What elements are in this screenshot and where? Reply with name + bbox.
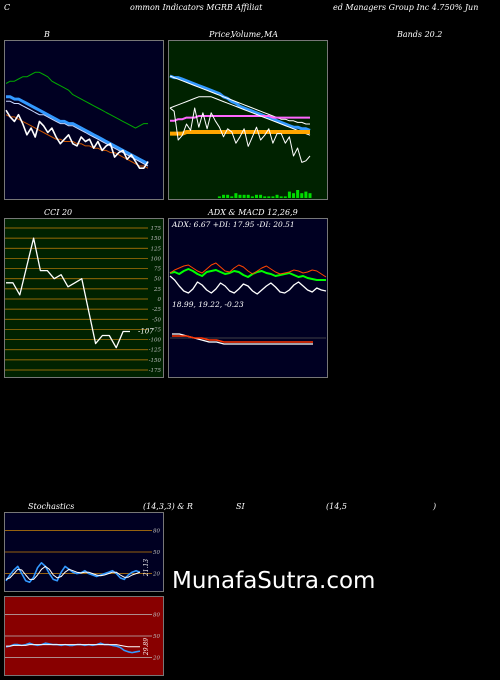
- volume-bar: [283, 196, 287, 198]
- macd-series-line: [172, 335, 313, 343]
- y-tick-label: 20: [152, 656, 160, 662]
- y-tick-label: -175: [149, 368, 162, 374]
- osc-series-line: [5, 642, 141, 654]
- volume-bar: [308, 193, 312, 198]
- volume-bar: [287, 191, 291, 198]
- adx-macd-chart: ADX: 6.67 +DI: 17.95 -DI: 20.51 18.99, 19…: [168, 218, 328, 378]
- y-tick-label: 0: [158, 297, 162, 303]
- cci-chart: 175 150 125 100 75 50 25 0 -25 -50 -75 -100 -125 -150…: [4, 218, 164, 378]
- volume-bar: [217, 196, 221, 198]
- price-title-c: MA: [264, 30, 278, 39]
- y-tick-label: 50: [153, 634, 160, 640]
- volume-bar: [300, 193, 304, 198]
- y-tick-label: 75: [154, 267, 161, 273]
- stoch-title-b: (14,3,3) & R: [143, 502, 193, 511]
- panel-background: [168, 40, 328, 200]
- price-volume-ma-chart: [168, 40, 328, 200]
- price-series-line: [169, 96, 311, 136]
- volume-bar: [250, 196, 254, 198]
- volume-bar: [234, 193, 238, 198]
- volume-bar: [254, 194, 258, 198]
- price-series-line: [169, 107, 311, 163]
- y-tick-label: 50: [153, 550, 160, 556]
- watermark: MunafaSutra.com: [172, 568, 376, 594]
- price-series-line: [169, 75, 310, 125]
- volume-bar: [279, 196, 283, 198]
- y-tick-label: 175: [151, 226, 162, 232]
- adx-series-line: [169, 268, 326, 281]
- y-tick-label: 100: [151, 256, 162, 262]
- cci-line: [6, 237, 130, 349]
- stoch-title-d: (14,5: [326, 502, 347, 511]
- adx-title: ADX & MACD 12,26,9: [208, 208, 298, 217]
- volume-bar: [242, 194, 246, 198]
- volume-bar: [222, 194, 226, 198]
- osc-last-label: 21.13: [143, 559, 150, 577]
- volume-bar: [259, 194, 263, 198]
- stoch-title-e: ): [433, 502, 437, 511]
- macd-label: 18.99, 19.22, -0.23: [172, 300, 244, 309]
- bb-series-line: [5, 114, 149, 169]
- y-tick-label: 50: [154, 277, 161, 283]
- volume-bar: [267, 196, 271, 198]
- y-tick-label: -150: [149, 358, 162, 364]
- y-tick-label: 125: [151, 246, 162, 252]
- stoch-title-c: SI: [236, 502, 245, 511]
- header-part2: ommon Indicators MGRB Affiliat: [130, 3, 263, 12]
- volume-bar: [246, 194, 250, 198]
- volume-bar: [271, 196, 275, 198]
- y-tick-label: -25: [152, 307, 161, 313]
- y-tick-label: -50: [152, 317, 161, 323]
- price-series-line: [170, 130, 310, 136]
- osc-series-line: [5, 565, 141, 580]
- bands-title: Bands 20.2: [397, 30, 443, 39]
- panel-background: [4, 218, 164, 378]
- volume-bar: [226, 194, 230, 198]
- volume-bar: [304, 191, 308, 198]
- bb-series-line: [6, 95, 149, 166]
- price-title-b: Volume,: [231, 30, 264, 39]
- header-part3: ed Managers Group Inc 4.750% Jun: [333, 3, 479, 12]
- y-tick-label: 20: [152, 572, 160, 578]
- volume-bar: [275, 194, 279, 198]
- bb-series-line: [5, 109, 149, 169]
- adx-series-line: [169, 275, 327, 295]
- panel-background: [168, 218, 328, 378]
- cci-last-label: -107: [138, 327, 154, 335]
- osc-series-line: [5, 561, 141, 583]
- panel-background: [4, 40, 164, 200]
- cci-title: CCI 20: [44, 208, 73, 217]
- y-tick-label: 80: [153, 612, 160, 618]
- volume-bar: [230, 196, 234, 198]
- volume-bar: [263, 196, 267, 198]
- adx-label: ADX: 6.67 +DI: 17.95 -DI: 20.51: [171, 220, 295, 229]
- y-tick-label: 25: [153, 287, 161, 293]
- bb-title: B: [44, 30, 50, 39]
- stoch-title-a: Stochastics: [28, 502, 75, 511]
- y-tick-label: -75: [152, 327, 161, 333]
- bollinger-bands-chart: [4, 40, 164, 200]
- price-title-a: Price,: [209, 30, 233, 39]
- adx-series-line: [169, 262, 327, 278]
- osc-last-label: 29.89: [143, 638, 150, 656]
- volume-bar: [292, 193, 296, 198]
- osc-series-line: [6, 644, 140, 648]
- y-tick-label: -125: [149, 348, 162, 354]
- y-tick-label: 80: [153, 528, 160, 534]
- y-tick-label: 150: [151, 236, 162, 242]
- volume-bar: [296, 190, 300, 198]
- price-series-line: [169, 74, 311, 132]
- bb-series-line: [5, 71, 148, 129]
- header-part1: C: [4, 3, 11, 12]
- volume-bar: [238, 194, 242, 198]
- y-tick-label: -100: [149, 338, 162, 344]
